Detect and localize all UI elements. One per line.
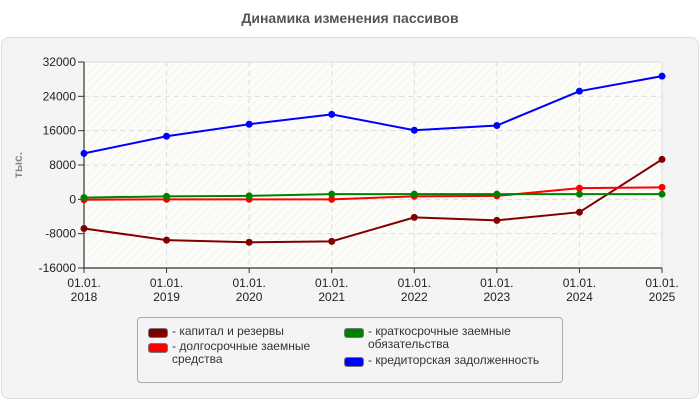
x-tick-label: 01.01. <box>398 276 431 290</box>
y-tick-label: 24000 <box>43 89 77 103</box>
data-point <box>575 184 583 192</box>
data-point <box>245 192 253 200</box>
data-point <box>245 238 253 246</box>
legend-swatch-capital <box>148 328 168 338</box>
y-tick-label: 8000 <box>49 158 76 172</box>
x-tick-label: 01.01. <box>645 276 678 290</box>
data-point <box>410 190 418 198</box>
x-tick-label: 2020 <box>236 290 263 304</box>
legend-item-capital: - капитал и резервы <box>148 325 332 338</box>
series-line <box>83 75 663 155</box>
legend-item-payables: - кредиторская задолженность <box>344 354 568 367</box>
data-point <box>575 190 583 198</box>
data-point <box>328 195 336 203</box>
legend-label: - кредиторская задолженность <box>368 353 540 367</box>
x-tick-label: 01.01. <box>67 276 100 290</box>
data-point <box>80 149 88 157</box>
x-tick-label: 2023 <box>484 290 511 304</box>
x-tick-label: 2024 <box>566 290 593 304</box>
data-point <box>575 208 583 216</box>
data-point <box>163 236 171 244</box>
y-tick-label: -8000 <box>45 227 76 241</box>
x-tick-label: 2025 <box>649 290 676 304</box>
series-lines <box>80 72 666 246</box>
x-tick-label: 01.01. <box>315 276 348 290</box>
data-point <box>493 216 501 224</box>
x-tick-label: 2018 <box>71 290 98 304</box>
y-axis-label: тыс. <box>11 152 25 178</box>
axes: -16000-80000800016000240003200001.01.201… <box>39 55 679 304</box>
legend-item-short-term-loans: - краткосрочные заемные обязательства <box>344 325 543 351</box>
legend-swatch-long-term <box>148 343 168 353</box>
data-point <box>410 213 418 221</box>
data-point <box>80 225 88 233</box>
data-point <box>658 72 666 80</box>
x-tick-label: 01.01. <box>480 276 513 290</box>
chart-title: Динамика изменения пассивов <box>241 10 459 26</box>
series-line <box>83 158 663 244</box>
data-point <box>80 194 88 202</box>
legend-swatch-payables <box>344 357 364 367</box>
y-tick-label: -16000 <box>39 261 77 275</box>
x-tick-label: 01.01. <box>563 276 596 290</box>
data-point <box>163 192 171 200</box>
x-tick-label: 2019 <box>153 290 180 304</box>
series-line <box>83 186 663 201</box>
data-point <box>493 190 501 198</box>
y-tick-label: 32000 <box>43 55 77 69</box>
y-tick-label: 16000 <box>43 124 77 138</box>
x-tick-label: 01.01. <box>150 276 183 290</box>
data-point <box>328 190 336 198</box>
data-point <box>658 155 666 163</box>
legend-label: - долгосрочные заемные средства <box>172 339 311 366</box>
data-point <box>328 110 336 118</box>
data-point <box>658 183 666 191</box>
x-tick-label: 2021 <box>318 290 345 304</box>
data-point <box>493 122 501 130</box>
x-tick-label: 01.01. <box>232 276 265 290</box>
series-line <box>83 193 662 199</box>
y-tick-label: 0 <box>69 192 76 206</box>
legend-label: - капитал и резервы <box>172 324 284 338</box>
data-point <box>575 87 583 95</box>
data-point <box>328 237 336 245</box>
legend-swatch-short-term <box>344 328 364 338</box>
data-point <box>410 126 418 134</box>
data-point <box>245 120 253 128</box>
legend: - капитал и резервы - долгосрочные заемн… <box>137 317 563 383</box>
legend-label: - краткосрочные заемные обязательства <box>368 324 511 351</box>
data-point <box>658 190 666 198</box>
data-point <box>163 132 171 140</box>
x-tick-label: 2022 <box>401 290 428 304</box>
legend-item-long-term-loans: - долгосрочные заемные средства <box>148 340 327 366</box>
